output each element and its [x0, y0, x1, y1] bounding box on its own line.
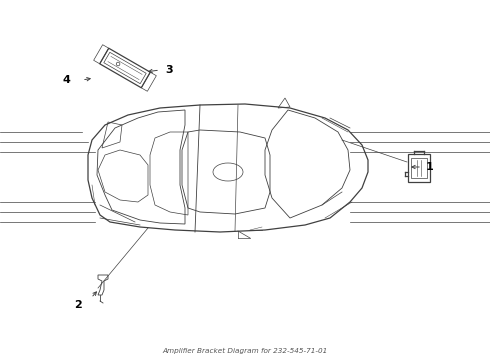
Text: 3: 3 — [165, 65, 172, 75]
Text: Amplifier Bracket Diagram for 232-545-71-01: Amplifier Bracket Diagram for 232-545-71… — [162, 348, 328, 354]
Text: 1: 1 — [426, 162, 434, 172]
Text: 2: 2 — [74, 300, 82, 310]
Text: 4: 4 — [62, 75, 70, 85]
